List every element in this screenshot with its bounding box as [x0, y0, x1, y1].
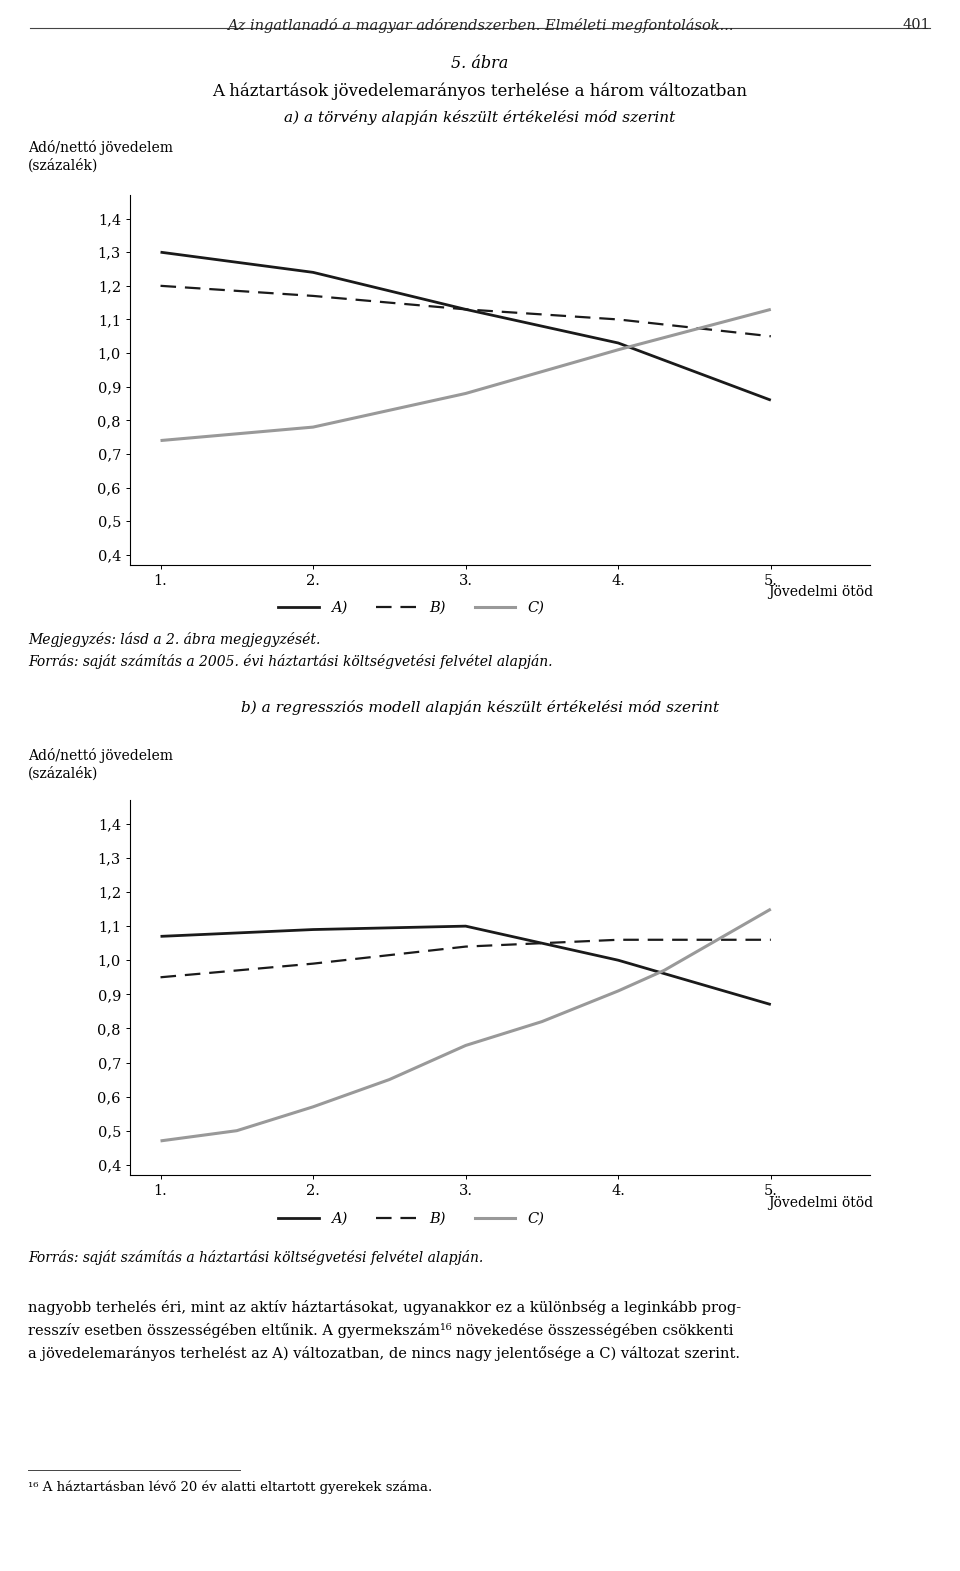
Text: ¹⁶ A háztartásban lévő 20 év alatti eltartott gyerekek száma.: ¹⁶ A háztartásban lévő 20 év alatti elta… [28, 1480, 432, 1494]
Text: Jövedelmi ötöd: Jövedelmi ötöd [768, 586, 873, 600]
Text: A háztartások jövedelemarányos terhelése a három változatban: A háztartások jövedelemarányos terhelése… [212, 82, 748, 99]
Text: Forrás: saját számítás a háztartási költségvetési felvétel alapján.: Forrás: saját számítás a háztartási költ… [28, 1251, 483, 1265]
Text: Az ingatlanadó a magyar adórendszerben. Elméleti megfontolások...: Az ingatlanadó a magyar adórendszerben. … [227, 17, 733, 33]
Legend: A), B), C): A), B), C) [273, 1207, 550, 1232]
Text: a jövedelemarányos terhelést az A) változatban, de nincs nagy jelentősége a C) v: a jövedelemarányos terhelést az A) válto… [28, 1346, 740, 1360]
Text: nagyobb terhelés éri, mint az aktív háztartásokat, ugyanakkor ez a különbség a l: nagyobb terhelés éri, mint az aktív házt… [28, 1299, 741, 1315]
Text: (százalék): (százalék) [28, 159, 98, 173]
Text: Adó/nettó jövedelem: Adó/nettó jövedelem [28, 748, 173, 764]
Text: Forrás: saját számítás a 2005. évi háztartási költségvetési felvétel alapján.: Forrás: saját számítás a 2005. évi házta… [28, 654, 553, 669]
Text: b) a regressziós modell alapján készült értékelési mód szerint: b) a regressziós modell alapján készült … [241, 701, 719, 715]
Text: 5. ábra: 5. ábra [451, 55, 509, 72]
Text: Jövedelmi ötöd: Jövedelmi ötöd [768, 1196, 873, 1210]
Text: a) a törvény alapján készült értékelési mód szerint: a) a törvény alapján készült értékelési … [284, 110, 676, 126]
Text: 401: 401 [902, 17, 930, 31]
Text: Megjegyzés: lásd a 2. ábra megjegyzését.: Megjegyzés: lásd a 2. ábra megjegyzését. [28, 632, 321, 647]
Text: resszív esetben összességében eltűnik. A gyermekszám¹⁶ növekedése összességében : resszív esetben összességében eltűnik. A… [28, 1323, 733, 1338]
Text: Adó/nettó jövedelem: Adó/nettó jövedelem [28, 140, 173, 156]
Text: (százalék): (százalék) [28, 767, 98, 781]
Legend: A), B), C): A), B), C) [273, 595, 550, 621]
